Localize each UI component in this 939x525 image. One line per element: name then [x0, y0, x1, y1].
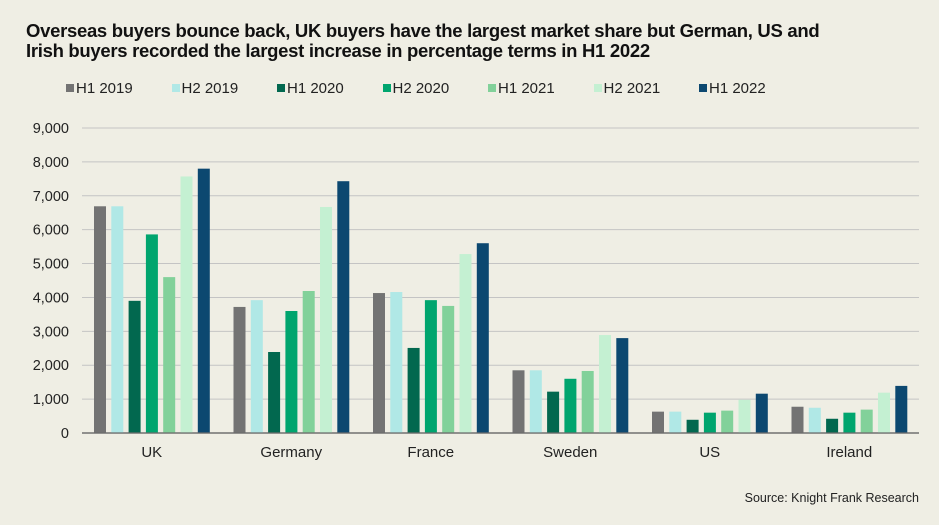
x-tick-label: UK: [141, 444, 162, 461]
bar: [128, 300, 141, 433]
bar: [721, 410, 734, 433]
bar: [616, 338, 629, 433]
source-note: Source: Knight Frank Research: [744, 491, 919, 505]
bar: [111, 206, 124, 433]
bar: [738, 399, 751, 433]
legend-label: H1 2020: [287, 79, 344, 97]
y-tick-label: 6,000: [33, 223, 69, 239]
bar: [755, 393, 768, 433]
x-tick-label: Germany: [260, 444, 322, 461]
y-tick-label: 5,000: [33, 257, 69, 273]
legend-swatch: [488, 84, 496, 92]
legend-label: H1 2021: [498, 79, 555, 97]
bar: [373, 293, 385, 433]
bar: [703, 412, 716, 433]
bar: [512, 370, 525, 433]
legend: H1 2019 H2 2019 H1 2020 H2 2020 H1 2021 H2 20…: [66, 79, 805, 97]
y-tick-label: 1,000: [33, 392, 69, 408]
bar: [197, 168, 210, 433]
y-tick-label: 8,000: [33, 155, 69, 171]
bar: [547, 391, 560, 433]
y-tick-label: 0: [61, 426, 69, 442]
bar: [163, 277, 176, 433]
bar: [476, 243, 489, 433]
x-tick-label: France: [407, 444, 454, 461]
bar: [599, 335, 611, 433]
legend-item: H2 2021: [593, 79, 700, 97]
bar: [895, 385, 908, 433]
x-tick-label: Ireland: [826, 444, 872, 461]
bar: [669, 411, 682, 433]
bar: [250, 300, 263, 433]
legend-item: H1 2022: [699, 79, 805, 97]
y-tick-label: 3,000: [33, 324, 69, 340]
y-tick-label: 9,000: [33, 121, 69, 137]
bar: [529, 370, 542, 433]
legend-swatch: [171, 84, 180, 92]
bar: [826, 418, 839, 433]
bar: [791, 406, 804, 433]
bar: [808, 407, 821, 433]
bar: [424, 300, 437, 433]
legend-item: H1 2020: [277, 79, 383, 97]
bar: [180, 176, 193, 433]
legend-swatch: [382, 84, 391, 92]
bar: [878, 392, 890, 433]
bar: [686, 419, 699, 433]
legend-item: H2 2019: [171, 79, 278, 97]
bar: [94, 206, 106, 433]
x-tick-label: Sweden: [543, 444, 597, 461]
bar: [390, 292, 403, 433]
bar: [860, 409, 873, 433]
y-tick-label: 4,000: [33, 290, 69, 306]
legend-swatch: [277, 84, 285, 92]
bar: [337, 181, 350, 433]
bar: [145, 234, 158, 433]
legend-label: H2 2019: [181, 79, 239, 97]
legend-label: H1 2022: [709, 79, 766, 97]
legend-label: H2 2021: [603, 79, 661, 97]
legend-item: H1 2021: [488, 79, 594, 97]
legend-label: H1 2019: [76, 79, 133, 97]
bar: [652, 411, 664, 433]
bar: [442, 305, 455, 433]
bar: [407, 347, 420, 433]
bar: [320, 206, 332, 433]
legend-swatch: [699, 84, 707, 92]
bar: [843, 412, 856, 433]
legend-label: H2 2020: [392, 79, 450, 97]
bar: [268, 352, 281, 433]
legend-item: H2 2020: [382, 79, 489, 97]
bar: [581, 370, 594, 433]
bar: [285, 311, 298, 433]
y-tick-label: 7,000: [33, 189, 69, 205]
legend-swatch: [66, 84, 74, 92]
bar: [459, 254, 472, 433]
x-tick-label: US: [699, 444, 720, 461]
bar: [233, 306, 246, 433]
legend-item: H1 2019: [66, 79, 172, 97]
legend-swatch: [593, 84, 602, 92]
bar: [302, 291, 315, 433]
chart-title: Overseas buyers bounce back, UK buyers h…: [26, 20, 820, 61]
bar: [564, 378, 577, 433]
y-tick-label: 2,000: [33, 358, 69, 374]
